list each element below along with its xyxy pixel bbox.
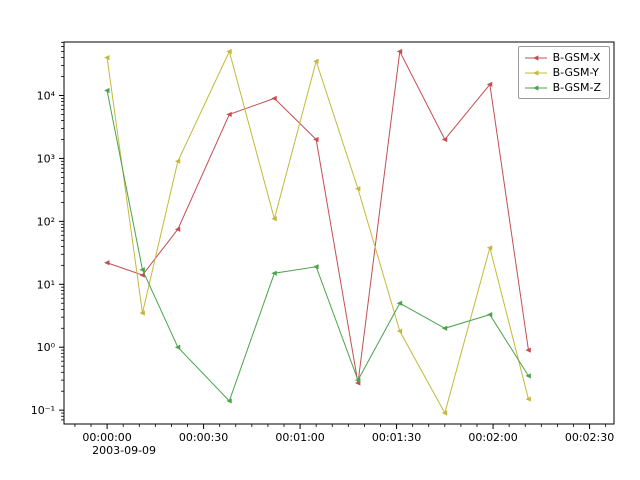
legend-label: B-GSM-Z — [552, 81, 601, 94]
legend-line-sample-icon — [524, 84, 547, 91]
series-marker-B-GSM-Z — [139, 267, 145, 273]
series-marker-B-GSM-Z — [104, 87, 110, 94]
legend-line-sample-icon — [524, 54, 547, 61]
series-marker-B-GSM-X — [441, 136, 448, 143]
series-marker-B-GSM-X — [525, 347, 531, 353]
series-marker-B-GSM-Z — [313, 264, 319, 270]
x-tick-label: 00:01:00 — [275, 431, 324, 444]
legend-line-sample-icon — [524, 69, 547, 76]
series-marker-B-GSM-Y — [396, 328, 403, 334]
y-tick-label: 10⁰ — [37, 341, 56, 354]
series-marker-B-GSM-Y — [226, 48, 232, 55]
x-tick-label: 00:00:00 — [82, 431, 131, 444]
series-marker-B-GSM-X — [174, 226, 181, 232]
y-tick-label: 10¹ — [37, 278, 55, 291]
series-marker-B-GSM-Y — [104, 55, 110, 61]
series-marker-B-GSM-Y — [313, 58, 319, 64]
series-marker-B-GSM-Z — [174, 344, 181, 350]
series-marker-B-GSM-X — [313, 136, 319, 143]
series-marker-B-GSM-X — [271, 95, 277, 101]
axes-frame — [63, 41, 615, 425]
series-marker-B-GSM-Y — [525, 396, 531, 402]
series-marker-B-GSM-Z — [396, 300, 403, 306]
x-tick-label: 00:01:30 — [372, 431, 421, 444]
series-marker-B-GSM-Y — [174, 158, 181, 164]
legend-label: B-GSM-Y — [552, 66, 599, 79]
y-tick-label: 10⁴ — [37, 89, 56, 102]
series-marker-B-GSM-Z — [354, 377, 361, 383]
legend-label: B-GSM-X — [552, 51, 601, 64]
series-marker-B-GSM-Y — [271, 216, 277, 222]
series-marker-B-GSM-Z — [441, 325, 448, 331]
series-marker-B-GSM-Z — [486, 311, 493, 318]
legend-entry-B-GSM-Y: B-GSM-Y — [524, 65, 601, 80]
y-tick-label: 10⁻¹ — [31, 404, 55, 417]
series-marker-B-GSM-X — [226, 111, 232, 118]
series-line-B-GSM-X — [106, 49, 529, 384]
legend-entry-B-GSM-Z: B-GSM-Z — [524, 80, 601, 95]
series-marker-B-GSM-X — [396, 48, 403, 55]
series-line-B-GSM-Z — [106, 90, 529, 402]
legend: B-GSM-X B-GSM-Y B-GSM-Z — [517, 46, 610, 99]
series-marker-B-GSM-X — [486, 81, 493, 88]
y-tick-label: 10³ — [37, 152, 55, 165]
series-marker-B-GSM-Z — [271, 270, 277, 276]
series-marker-B-GSM-Y — [486, 245, 493, 251]
series-marker-B-GSM-X — [139, 272, 145, 278]
series-marker-B-GSM-X — [104, 260, 110, 266]
series-line-B-GSM-Y — [106, 50, 529, 415]
series-marker-B-GSM-Y — [441, 410, 448, 416]
legend-entry-B-GSM-X: B-GSM-X — [524, 50, 601, 65]
x-tick-label: 00:02:00 — [468, 431, 517, 444]
y-tick-label: 10² — [37, 215, 55, 228]
x-axis-date-label: 2003-09-09 — [92, 444, 156, 457]
x-tick-label: 00:00:30 — [179, 431, 228, 444]
series-marker-B-GSM-Z — [525, 373, 531, 379]
series-marker-B-GSM-Y — [139, 310, 145, 316]
series-marker-B-GSM-Z — [226, 398, 232, 404]
x-tick-label: 00:02:30 — [565, 431, 614, 444]
series-marker-B-GSM-Y — [354, 186, 361, 192]
